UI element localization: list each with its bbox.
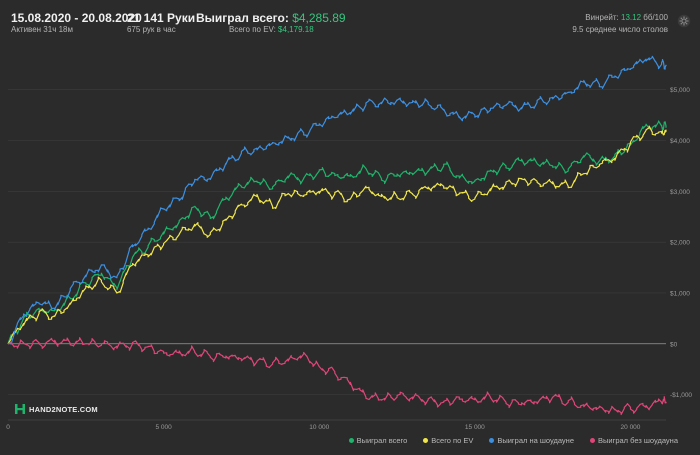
x-tick-label: 0: [6, 424, 10, 431]
y-tick-label: $5,000: [670, 87, 690, 94]
series-lines: [7, 55, 667, 416]
legend-item-non_showdown[interactable]: Выиграл без шоудауна: [590, 436, 678, 445]
y-tick-label: -$1,000: [670, 392, 692, 399]
legend-label: Всего по EV: [431, 436, 474, 445]
legend-label: Выиграл без шоудауна: [598, 436, 678, 445]
y-axis-ticks: -$1,000 $0 $1,000 $2,000 $3,000 $4,000 $5,000: [670, 87, 692, 399]
y-tick-label: $4,000: [670, 138, 690, 145]
legend-item-total[interactable]: Выиграл всего: [348, 436, 408, 445]
ev-total-label: Всего по EV:: [229, 25, 276, 34]
legend-label: Выиграл всего: [356, 436, 408, 445]
legend-item-ev[interactable]: Всего по EV: [423, 436, 473, 445]
series-line-non_showdown[interactable]: [7, 337, 667, 416]
gear-icon[interactable]: [677, 14, 691, 28]
winrate: Винрейт: 13.12 бб/100: [585, 13, 668, 22]
y-tick-label: $2,000: [670, 240, 690, 247]
hand2note-logo: HAND2NOTE.COM: [15, 404, 98, 414]
series-line-total[interactable]: [7, 120, 667, 344]
logo-text: HAND2NOTE.COM: [29, 404, 98, 414]
x-axis-ticks: 0 5 000 10 000 15 000 20 000: [6, 424, 641, 431]
legend-label: Выиграл на шоудауне: [497, 436, 574, 445]
winrate-suffix: бб/100: [643, 13, 668, 22]
chart-legend: Выиграл всего Всего по EV Выиграл на шоуда…: [348, 436, 678, 445]
hands-per-hour: 675 рук в час: [127, 25, 176, 34]
y-tick-label: $3,000: [670, 189, 690, 196]
ev-total-value: $4,179.18: [278, 25, 314, 34]
series-line-ev[interactable]: [7, 125, 667, 345]
x-tick-label: 20 000: [621, 424, 641, 431]
y-tick-label: $1,000: [670, 290, 690, 297]
ev-total: Всего по EV: $4,179.18: [229, 25, 314, 34]
legend-dot-icon: [590, 438, 595, 443]
legend-dot-icon: [348, 438, 354, 443]
series-line-showdown[interactable]: [7, 55, 667, 345]
hands-count: 21 141 Руки: [127, 11, 196, 25]
x-tick-label: 5 000: [155, 424, 172, 431]
h2n-logo-icon: [15, 404, 25, 414]
grid: [8, 89, 666, 421]
active-time: Активен 31ч 18м: [11, 25, 73, 34]
date-range[interactable]: 15.08.2020 - 20.08.2020: [11, 11, 142, 25]
legend-dot-icon: [489, 438, 495, 443]
stats-header: 15.08.2020 - 20.08.2020 Активен 31ч 18м …: [0, 0, 700, 44]
x-tick-label: 15 000: [465, 424, 485, 431]
y-tick-label: $0: [670, 341, 678, 348]
winrate-value: 13.12: [621, 13, 642, 22]
legend-dot-icon: [423, 438, 429, 443]
x-tick-label: 10 000: [309, 424, 329, 431]
won-total-label: Выиграл всего:: [196, 11, 289, 25]
won-total-value: $4,285.89: [292, 11, 346, 25]
won-total: Выиграл всего: $4,285.89: [196, 11, 346, 25]
winrate-label: Винрейт:: [585, 13, 619, 22]
legend-item-showdown[interactable]: Выиграл на шоудауне: [489, 436, 574, 445]
avg-tables: 9.5 среднее число столов: [572, 25, 668, 34]
